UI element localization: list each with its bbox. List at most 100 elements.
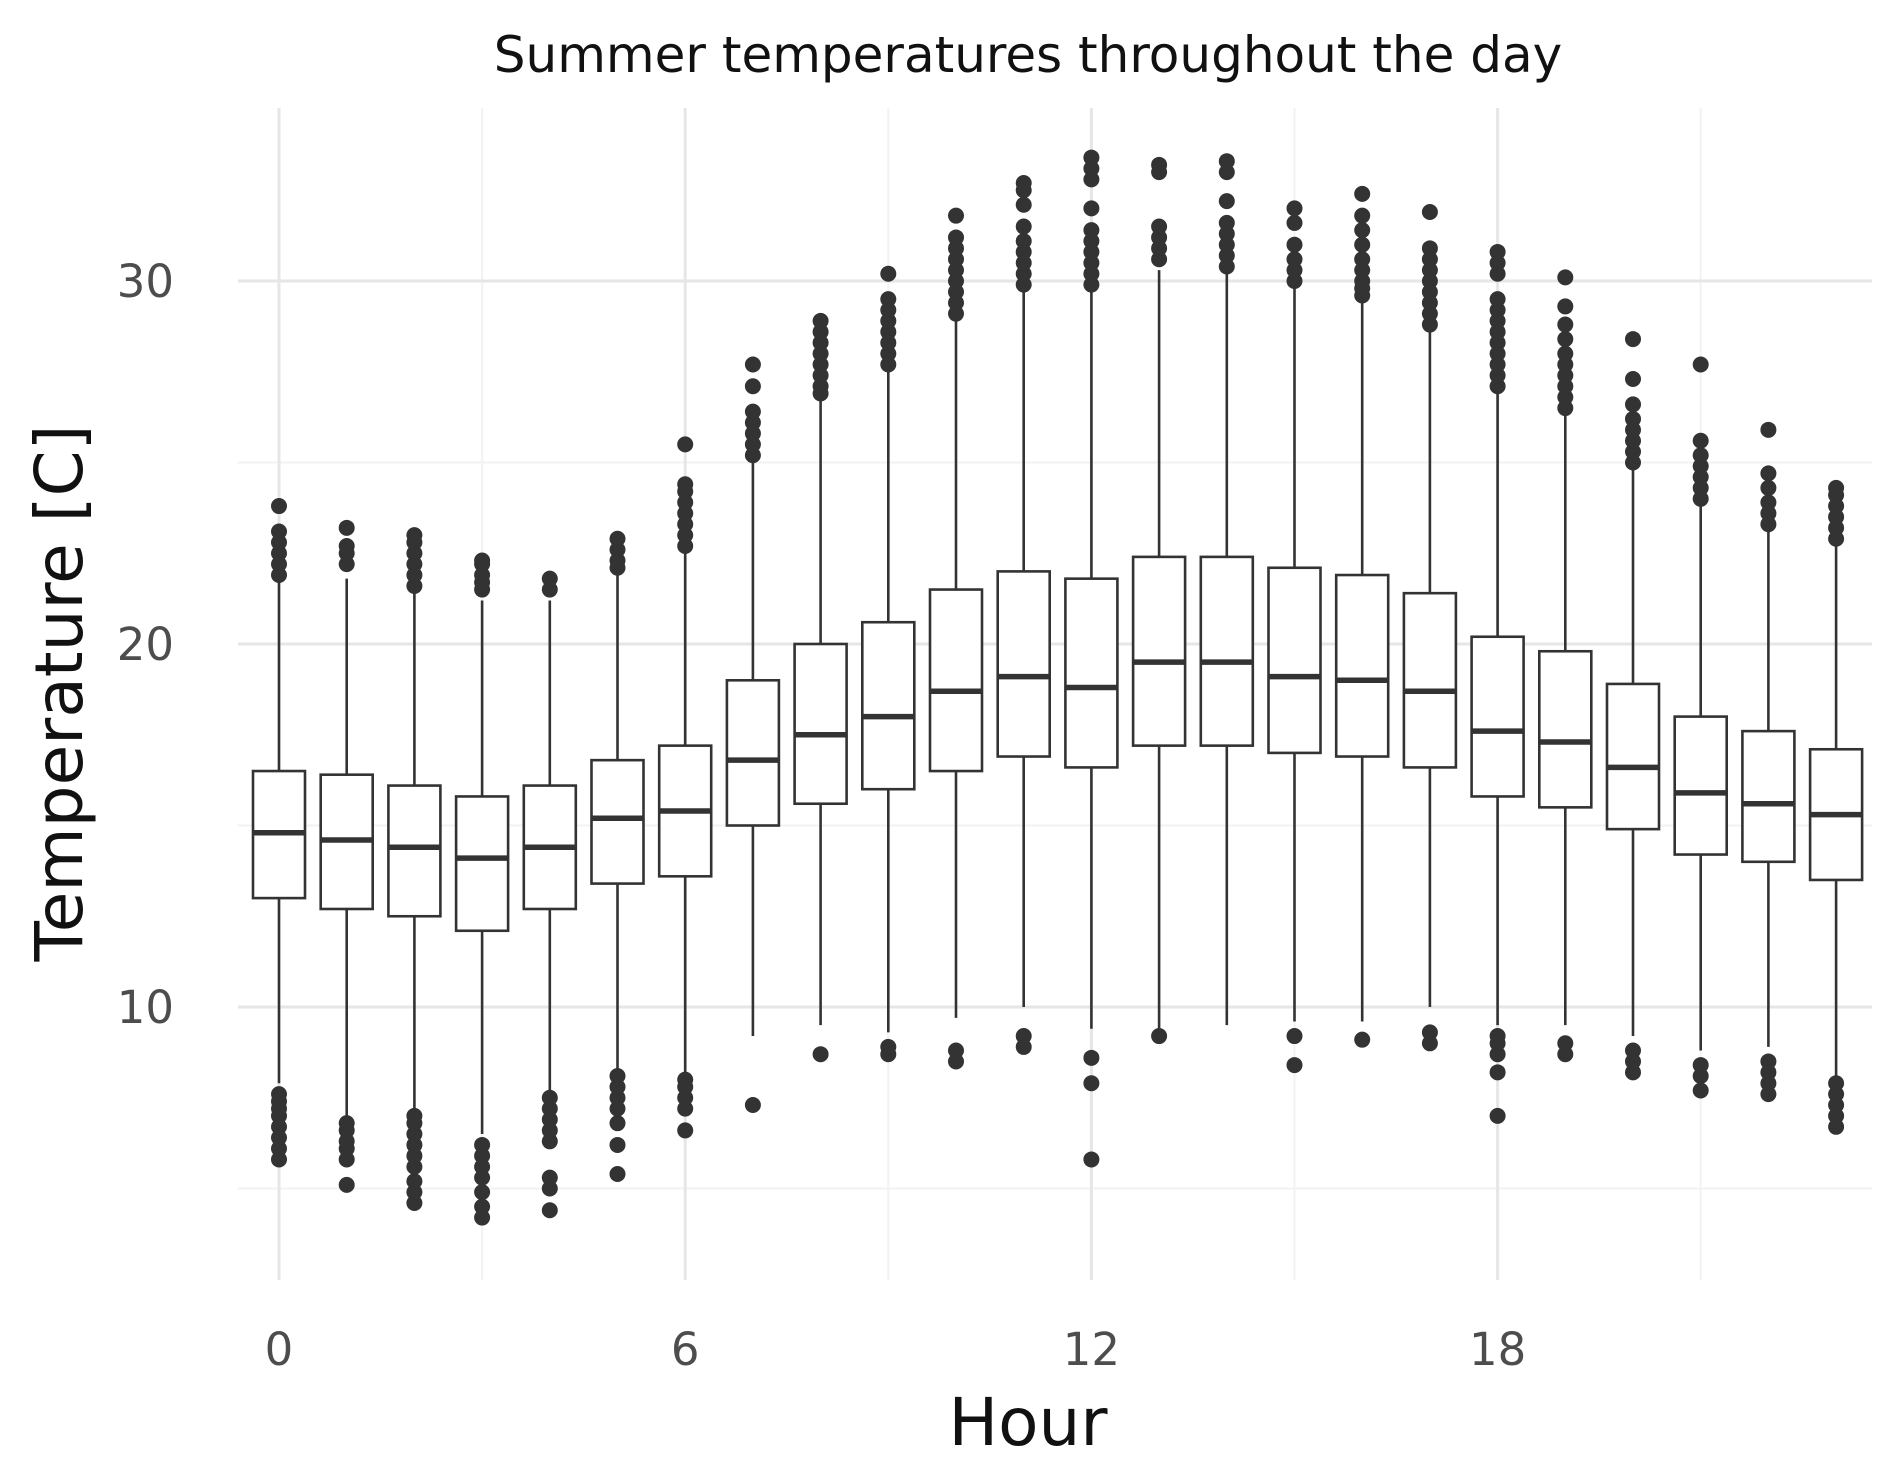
y-axis-ticks: 10 20 30 bbox=[117, 255, 174, 1034]
box-hour-7 bbox=[725, 356, 781, 1114]
outlier-point bbox=[812, 312, 829, 329]
box-hour-11 bbox=[996, 174, 1052, 1055]
iqr-box bbox=[1538, 649, 1593, 809]
outlier-point bbox=[474, 552, 491, 569]
box-hour-14 bbox=[1199, 153, 1255, 1026]
outlier-point bbox=[1760, 421, 1777, 438]
outlier-point bbox=[1083, 149, 1100, 166]
outlier-point bbox=[1557, 1035, 1574, 1052]
outlier-point bbox=[406, 1173, 423, 1190]
outlier-point bbox=[1083, 222, 1100, 239]
iqr-box bbox=[1334, 573, 1390, 758]
iqr-box bbox=[1402, 591, 1458, 769]
box-hour-21 bbox=[1673, 356, 1728, 1099]
box-hour-23 bbox=[1808, 479, 1864, 1135]
y-tick-label: 20 bbox=[117, 618, 174, 671]
iqr-box bbox=[1741, 729, 1796, 864]
iqr-box bbox=[928, 588, 984, 773]
outlier-point bbox=[474, 1198, 491, 1215]
iqr-box bbox=[996, 570, 1052, 758]
outlier-point bbox=[1286, 1028, 1303, 1045]
outlier-point bbox=[1625, 331, 1641, 348]
outlier-point bbox=[541, 1089, 558, 1106]
outlier-point bbox=[1828, 479, 1845, 496]
outlier-point bbox=[1354, 236, 1371, 253]
box-hour-6 bbox=[657, 436, 713, 1139]
outlier-point bbox=[1015, 1028, 1032, 1045]
outlier-point bbox=[609, 530, 626, 547]
x-tick-label: 12 bbox=[1063, 1323, 1120, 1376]
iqr-box bbox=[793, 642, 848, 806]
outlier-point bbox=[744, 356, 761, 373]
iqr-box bbox=[1064, 577, 1119, 769]
iqr-box bbox=[1131, 555, 1187, 747]
box-hour-22 bbox=[1741, 421, 1796, 1103]
x-axis-ticks: 0 6 12 18 bbox=[265, 1323, 1527, 1376]
outlier-point bbox=[1354, 251, 1371, 268]
outlier-point bbox=[1015, 196, 1032, 213]
outlier-point bbox=[271, 498, 287, 515]
outlier-point bbox=[1692, 1082, 1709, 1099]
iqr-box bbox=[1605, 682, 1661, 831]
outlier-point bbox=[948, 1042, 964, 1059]
outlier-point bbox=[1218, 153, 1235, 170]
outlier-point bbox=[1760, 479, 1777, 496]
box-hour-20 bbox=[1605, 331, 1661, 1081]
box-hour-5 bbox=[590, 530, 645, 1182]
outlier-point bbox=[1760, 494, 1777, 511]
outlier-point bbox=[1218, 214, 1235, 231]
iqr-box bbox=[1470, 635, 1525, 798]
outlier-point bbox=[677, 1071, 694, 1088]
outlier-point bbox=[1760, 465, 1777, 482]
outlier-point bbox=[541, 1169, 558, 1186]
box-hour-4 bbox=[522, 570, 578, 1219]
box-hour-2 bbox=[387, 527, 442, 1212]
outlier-point bbox=[1692, 432, 1709, 449]
outlier-point bbox=[677, 436, 694, 453]
outlier-point bbox=[271, 523, 287, 540]
box-hour-16 bbox=[1334, 185, 1390, 1048]
outlier-point bbox=[1557, 298, 1574, 315]
iqr-box bbox=[1267, 566, 1322, 755]
outlier-point bbox=[880, 1038, 897, 1055]
outlier-point bbox=[1151, 218, 1168, 235]
outlier-point bbox=[1489, 1064, 1506, 1081]
outlier-point bbox=[609, 1067, 626, 1084]
outlier-point bbox=[338, 1176, 355, 1193]
outlier-point bbox=[744, 1097, 761, 1114]
outlier-point bbox=[1828, 1075, 1845, 1092]
chart-title: Summer temperatures throughout the day bbox=[494, 26, 1562, 84]
outlier-point bbox=[1625, 371, 1641, 388]
outlier-point bbox=[1557, 345, 1574, 362]
outlier-point bbox=[1015, 233, 1032, 250]
outlier-point bbox=[609, 1165, 626, 1182]
x-axis-title: Hour bbox=[949, 1384, 1109, 1461]
box-hour-1 bbox=[319, 519, 375, 1193]
box-hour-3 bbox=[454, 552, 510, 1226]
outlier-point bbox=[1015, 218, 1032, 235]
outlier-point bbox=[609, 1136, 626, 1153]
outlier-point bbox=[1625, 396, 1641, 413]
outlier-point bbox=[948, 207, 964, 224]
outlier-point bbox=[541, 570, 558, 587]
outlier-point bbox=[1286, 251, 1303, 268]
outlier-point bbox=[1489, 243, 1506, 260]
outlier-point bbox=[1354, 207, 1371, 224]
outlier-point bbox=[1557, 316, 1574, 333]
outlier-point bbox=[1151, 156, 1168, 173]
outlier-point bbox=[474, 1184, 491, 1201]
outlier-point bbox=[1286, 200, 1303, 217]
outlier-point bbox=[609, 1115, 626, 1132]
outlier-point bbox=[1760, 1053, 1777, 1070]
outlier-point bbox=[948, 229, 964, 246]
outlier-point bbox=[1557, 269, 1574, 286]
outlier-point bbox=[1151, 1028, 1168, 1045]
box-hour-12 bbox=[1064, 149, 1119, 1168]
iqr-box bbox=[454, 795, 510, 933]
outlier-point bbox=[1083, 1151, 1100, 1168]
outlier-point bbox=[1557, 331, 1574, 348]
x-tick-label: 6 bbox=[671, 1323, 700, 1376]
outlier-point bbox=[1692, 356, 1709, 373]
outlier-point bbox=[1421, 204, 1438, 221]
